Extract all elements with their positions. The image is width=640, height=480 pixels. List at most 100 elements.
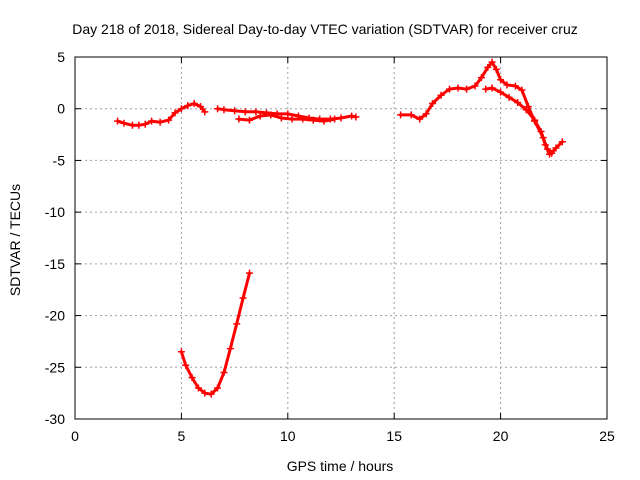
data-point — [437, 91, 445, 99]
data-point — [488, 58, 496, 66]
data-point — [197, 103, 205, 111]
data-point — [477, 74, 485, 82]
data-point — [348, 112, 356, 120]
data-point — [454, 84, 462, 92]
data-point — [331, 115, 339, 123]
series-line — [484, 86, 551, 156]
series-layer — [114, 58, 566, 398]
data-point — [482, 85, 490, 93]
data-point — [188, 374, 196, 382]
data-point — [422, 110, 430, 118]
data-point — [201, 108, 209, 116]
data-point — [277, 114, 285, 122]
y-tick-label: -20 — [45, 308, 65, 324]
data-point — [541, 141, 549, 149]
data-point — [463, 85, 471, 93]
data-point — [231, 107, 239, 115]
data-point — [484, 63, 492, 71]
data-point — [267, 111, 275, 119]
data-point — [407, 111, 415, 119]
y-tick-label: -5 — [53, 152, 66, 168]
x-tick-label: 10 — [280, 428, 296, 444]
data-point — [135, 121, 143, 129]
chart-title: Day 218 of 2018, Sidereal Day-to-day VTE… — [72, 21, 578, 37]
data-point — [245, 269, 253, 277]
data-point — [416, 115, 424, 123]
data-point — [537, 127, 545, 135]
y-axis-label: SDTVAR / TECUs — [7, 184, 23, 296]
data-point — [256, 112, 264, 120]
data-point — [503, 81, 511, 89]
data-point — [511, 82, 519, 90]
series-arc-4 — [177, 269, 253, 398]
data-point — [220, 368, 228, 376]
y-tick-label: -25 — [45, 359, 65, 375]
data-point — [114, 117, 122, 125]
data-point — [156, 118, 164, 126]
data-point — [128, 121, 136, 129]
data-point — [514, 99, 522, 107]
data-point — [299, 115, 307, 123]
series-line — [179, 271, 251, 396]
series-arc-2-lower — [235, 111, 339, 125]
data-point — [252, 108, 260, 116]
data-point — [182, 361, 190, 369]
x-tick-label: 20 — [493, 428, 509, 444]
data-point — [220, 106, 228, 114]
data-point — [194, 384, 202, 392]
data-point — [214, 384, 222, 392]
data-point — [177, 105, 185, 113]
data-point — [239, 294, 247, 302]
data-point — [518, 86, 526, 94]
x-tick-label: 15 — [386, 428, 402, 444]
data-point — [531, 116, 539, 124]
y-tick-label: -10 — [45, 204, 65, 220]
data-point — [214, 105, 222, 113]
series-arc-3 — [397, 58, 566, 157]
data-point — [241, 108, 249, 116]
data-point — [171, 109, 179, 117]
axis-ticks: 0 5 10 15 20 25 5 0 -5 -10 -15 -20 -25 -30 — [45, 49, 615, 444]
series-arc-3-lower — [482, 84, 554, 158]
plot-frame — [74, 56, 608, 420]
data-point — [309, 116, 317, 124]
data-point — [505, 93, 513, 101]
data-point — [233, 320, 241, 328]
data-point — [352, 113, 360, 121]
data-point — [226, 345, 234, 353]
x-tick-label: 25 — [599, 428, 615, 444]
data-point — [207, 390, 215, 398]
y-tick-label: -30 — [45, 411, 65, 427]
data-point — [558, 138, 566, 146]
data-point — [552, 144, 560, 152]
data-point — [165, 116, 173, 124]
data-point — [190, 100, 198, 108]
data-point — [497, 88, 505, 96]
data-point — [120, 119, 128, 127]
data-point — [235, 115, 243, 123]
x-axis-label: GPS time / hours — [287, 458, 394, 474]
data-point — [497, 76, 505, 84]
y-tick-label: 0 — [57, 101, 65, 117]
data-point — [337, 114, 345, 122]
data-point — [488, 84, 496, 92]
data-point — [184, 102, 192, 110]
x-tick-label: 0 — [71, 428, 79, 444]
data-point — [471, 82, 479, 90]
data-point — [201, 389, 209, 397]
data-point — [148, 117, 156, 125]
data-point — [284, 110, 292, 118]
series-line — [237, 113, 337, 123]
data-point — [320, 117, 328, 125]
data-point — [522, 106, 530, 114]
data-point — [177, 348, 185, 356]
x-tick-label: 5 — [178, 428, 186, 444]
data-point — [446, 85, 454, 93]
data-point — [245, 116, 253, 124]
data-point — [546, 150, 554, 158]
series-arc-1 — [114, 100, 209, 129]
data-point — [429, 100, 437, 108]
data-point — [492, 65, 500, 73]
data-point — [141, 120, 149, 128]
